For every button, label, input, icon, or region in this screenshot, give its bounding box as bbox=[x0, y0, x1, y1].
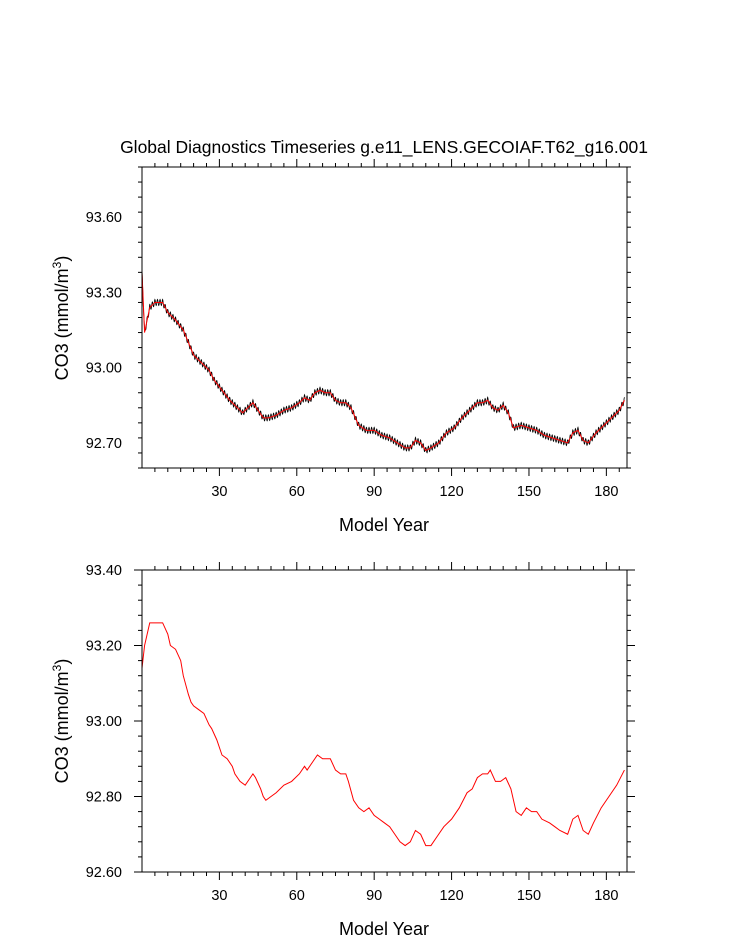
plot-frame bbox=[141, 166, 628, 469]
monthly-timeseries-panel: 30 60 90 120 150 180 92.70 93.00 93.30 93.60 Mode… bbox=[50, 159, 631, 535]
x-tick-label: 120 bbox=[439, 888, 463, 904]
x-tick-label: 150 bbox=[517, 484, 541, 500]
y-tick-label: 92.60 bbox=[86, 865, 122, 881]
y-tick-label: 92.70 bbox=[86, 436, 122, 452]
y-tick-label: 93.30 bbox=[86, 285, 122, 301]
series-line-1 bbox=[141, 622, 625, 847]
x-tick-label: 90 bbox=[366, 888, 382, 904]
x-tick-label: 60 bbox=[289, 484, 305, 500]
chart-title: Global Diagnostics Timeseries g.e11_LENS… bbox=[120, 137, 648, 158]
y-tick-label: 93.00 bbox=[86, 714, 122, 730]
x-tick-label: 120 bbox=[439, 484, 463, 500]
x-tick-label: 30 bbox=[211, 888, 227, 904]
annual-timeseries-panel: 30 60 90 120 150 180 92.60 92.80 93.00 93.20 93.40… bbox=[50, 562, 635, 939]
series-line-1 bbox=[141, 269, 625, 454]
series-line-2 bbox=[141, 272, 625, 452]
y-tick-label: 93.40 bbox=[86, 563, 122, 579]
x-tick-label: 180 bbox=[594, 888, 618, 904]
y-axis-label: CO3 (mmol/m3) bbox=[50, 256, 72, 381]
x-axis-label: Model Year bbox=[339, 515, 429, 535]
x-tick-label: 60 bbox=[289, 888, 305, 904]
y-axis-label: CO3 (mmol/m3) bbox=[50, 659, 72, 784]
x-tick-label: 30 bbox=[211, 484, 227, 500]
y-tick-label: 93.20 bbox=[86, 639, 122, 655]
x-tick-label: 90 bbox=[366, 484, 382, 500]
y-tick-label: 93.60 bbox=[86, 210, 122, 226]
y-tick-label: 93.00 bbox=[86, 361, 122, 377]
y-tick-label: 92.80 bbox=[86, 790, 122, 806]
x-tick-label: 150 bbox=[517, 888, 541, 904]
x-axis-label: Model Year bbox=[339, 919, 429, 939]
x-tick-label: 180 bbox=[594, 484, 618, 500]
